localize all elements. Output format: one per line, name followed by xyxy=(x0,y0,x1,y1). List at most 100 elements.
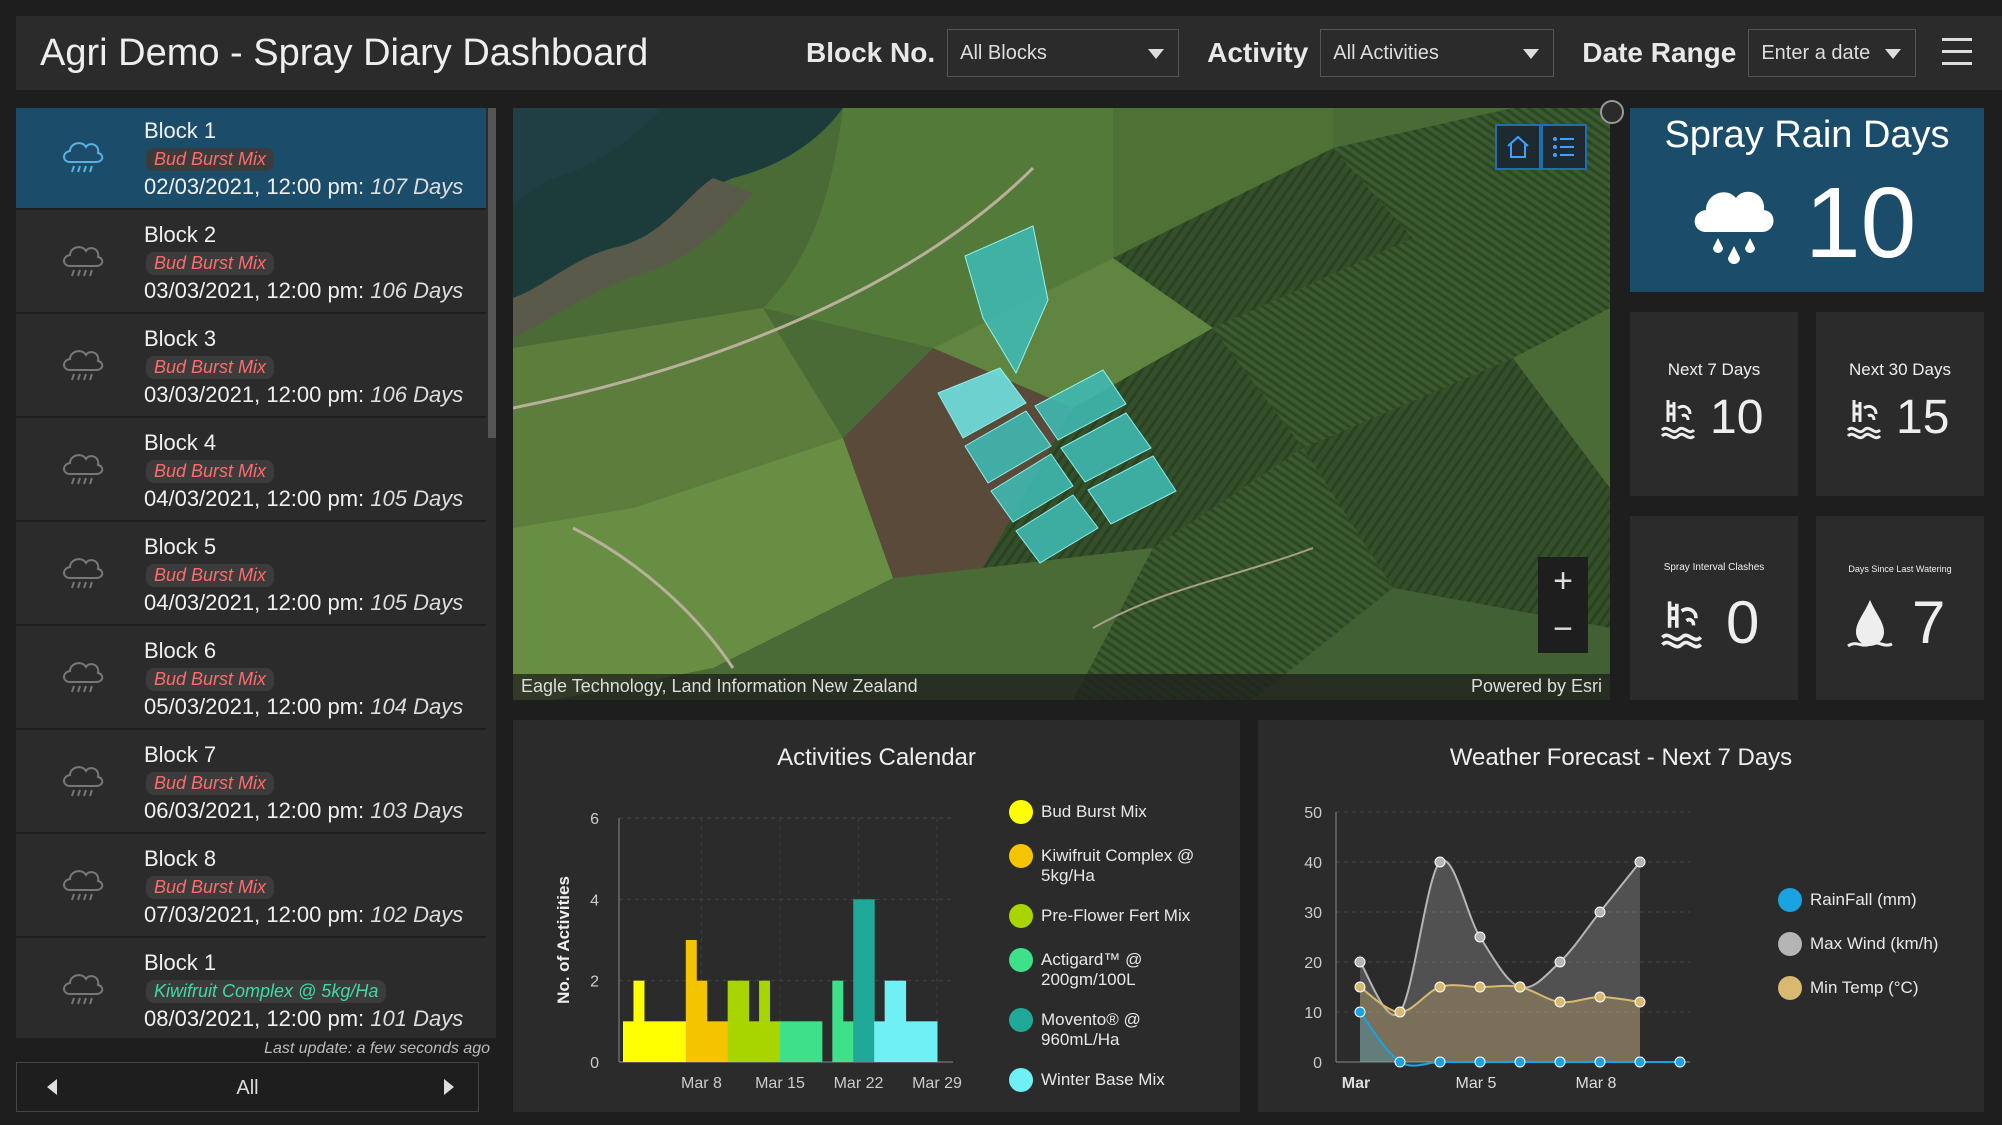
list-scrollbar[interactable] xyxy=(488,108,496,438)
bar[interactable] xyxy=(727,980,739,1062)
pager-next-icon[interactable] xyxy=(444,1079,454,1095)
expand-map-icon[interactable] xyxy=(1600,100,1624,124)
activity-select[interactable]: All Activities xyxy=(1320,29,1555,77)
bar[interactable] xyxy=(759,980,771,1062)
bar[interactable] xyxy=(623,1021,634,1062)
data-point[interactable] xyxy=(1394,1006,1406,1018)
bar[interactable] xyxy=(780,1021,791,1062)
data-point[interactable] xyxy=(1594,991,1606,1003)
activity-list: Block 1 Bud Burst Mix 02/03/2021, 12:00 pm… xyxy=(16,108,496,1038)
data-point[interactable] xyxy=(1514,1056,1526,1068)
data-point[interactable] xyxy=(1634,996,1646,1008)
bar[interactable] xyxy=(675,1021,687,1062)
list-item-date: 04/03/2021, 12:00 pm: 105 Days xyxy=(144,590,463,616)
legend-swatch xyxy=(1009,844,1033,868)
zoom-in-button[interactable]: + xyxy=(1553,561,1573,600)
y-tick-label: 4 xyxy=(590,892,599,909)
bar[interactable] xyxy=(685,940,697,1062)
map-home-button[interactable] xyxy=(1495,124,1541,170)
data-point[interactable] xyxy=(1354,981,1366,993)
data-point[interactable] xyxy=(1474,931,1486,943)
spray-interval-clashes-value: 0 xyxy=(1726,589,1760,656)
data-point[interactable] xyxy=(1594,906,1606,918)
data-point[interactable] xyxy=(1434,981,1446,993)
activity-tag: Bud Burst Mix xyxy=(146,772,275,795)
data-point[interactable] xyxy=(1674,1056,1686,1068)
data-point[interactable] xyxy=(1434,1056,1446,1068)
map-view[interactable]: Eagle Technology, Land Information New Z… xyxy=(513,108,1610,700)
data-point[interactable] xyxy=(1394,1056,1406,1068)
bar[interactable] xyxy=(748,1021,760,1062)
days-since-watering-title: Days Since Last Watering xyxy=(1848,564,1952,574)
bar[interactable] xyxy=(696,980,708,1062)
bar[interactable] xyxy=(842,1021,854,1062)
x-tick-label: Mar 8 xyxy=(681,1075,722,1092)
map-legend-button[interactable] xyxy=(1541,124,1587,170)
legend-label: Actigard™ @ 200gm/100L xyxy=(1041,950,1143,989)
data-point[interactable] xyxy=(1474,981,1486,993)
block-select[interactable]: All Blocks xyxy=(947,29,1180,77)
activities-calendar-panel: Activities Calendar 0 2 4 6 Mar 8 Mar 15 Mar 2… xyxy=(513,720,1240,1112)
bar[interactable] xyxy=(884,980,896,1062)
x-tick-label: Mar 5 xyxy=(1456,1075,1497,1092)
bar[interactable] xyxy=(790,1021,802,1062)
bar[interactable] xyxy=(863,899,875,1062)
list-item-date: 08/03/2021, 12:00 pm: 101 Days xyxy=(144,1006,463,1032)
list-item[interactable]: Block 1 Kiwifruit Complex @ 5kg/Ha 08/03/2… xyxy=(16,940,486,1038)
next-7-days-card: Next 7 Days 10 xyxy=(1630,312,1798,496)
bar[interactable] xyxy=(664,1021,676,1062)
list-item[interactable]: Block 1 Bud Burst Mix 02/03/2021, 12:00 pm… xyxy=(16,108,486,210)
series-area xyxy=(1360,985,1640,1062)
data-point[interactable] xyxy=(1514,981,1526,993)
list-item-title: Block 6 xyxy=(144,638,217,663)
bar[interactable] xyxy=(853,899,865,1062)
list-item-date: 02/03/2021, 12:00 pm: 107 Days xyxy=(144,174,463,200)
data-point[interactable] xyxy=(1554,996,1566,1008)
list-item[interactable]: Block 3 Bud Burst Mix 03/03/2021, 12:00 pm… xyxy=(16,316,486,418)
data-point[interactable] xyxy=(1634,1056,1646,1068)
chevron-down-icon xyxy=(1885,49,1902,59)
data-point[interactable] xyxy=(1354,1006,1366,1018)
bar[interactable] xyxy=(738,980,750,1062)
bar[interactable] xyxy=(643,1021,655,1062)
spray-rain-days-value: 10 xyxy=(1805,167,1917,279)
data-point[interactable] xyxy=(1554,1056,1566,1068)
list-item-title: Block 2 xyxy=(144,222,217,247)
bar[interactable] xyxy=(633,980,645,1062)
bar[interactable] xyxy=(706,1021,718,1062)
weather-forecast-chart: 0 10 20 30 40 50 Mar Mar 5 Mar 8 xyxy=(1304,805,1690,1092)
bar[interactable] xyxy=(916,1021,928,1062)
list-item[interactable]: Block 6 Bud Burst Mix 05/03/2021, 12:00 pm… xyxy=(16,628,486,730)
data-point[interactable] xyxy=(1354,956,1366,968)
list-item[interactable]: Block 7 Bud Burst Mix 06/03/2021, 12:00 pm… xyxy=(16,732,486,834)
data-point[interactable] xyxy=(1594,1056,1606,1068)
bar[interactable] xyxy=(832,980,844,1062)
data-point[interactable] xyxy=(1634,856,1646,868)
data-point[interactable] xyxy=(1434,856,1446,868)
bar[interactable] xyxy=(654,1021,666,1062)
list-item[interactable]: Block 8 Bud Burst Mix 07/03/2021, 12:00 pm… xyxy=(16,836,486,938)
bar[interactable] xyxy=(926,1021,938,1062)
pager-prev-icon[interactable] xyxy=(47,1079,57,1095)
bar[interactable] xyxy=(905,1021,917,1062)
bar[interactable] xyxy=(895,980,907,1062)
date-range-select[interactable]: Enter a date xyxy=(1748,29,1917,77)
bar[interactable] xyxy=(800,1021,812,1062)
activity-date: 05/03/2021, 12:00 pm: xyxy=(144,694,365,719)
activity-tag: Bud Burst Mix xyxy=(146,356,275,379)
hamburger-menu-icon[interactable] xyxy=(1942,38,1972,66)
data-point[interactable] xyxy=(1554,956,1566,968)
zoom-out-button[interactable]: − xyxy=(1553,609,1573,648)
bar[interactable] xyxy=(769,1021,781,1062)
list-item[interactable]: Block 5 Bud Burst Mix 04/03/2021, 12:00 pm… xyxy=(16,524,486,626)
list-item[interactable]: Block 2 Bud Burst Mix 03/03/2021, 12:00 pm… xyxy=(16,212,486,314)
irrigation-icon xyxy=(1661,601,1703,649)
list-item[interactable]: Block 4 Bud Burst Mix 04/03/2021, 12:00 pm… xyxy=(16,420,486,522)
bar[interactable] xyxy=(874,1021,886,1062)
bar[interactable] xyxy=(811,1021,823,1062)
activity-date: 08/03/2021, 12:00 pm: xyxy=(144,1006,365,1031)
spray-interval-clashes-title: Spray Interval Clashes xyxy=(1663,562,1765,573)
activity-date: 06/03/2021, 12:00 pm: xyxy=(144,798,365,823)
data-point[interactable] xyxy=(1474,1056,1486,1068)
bar[interactable] xyxy=(717,1021,729,1062)
